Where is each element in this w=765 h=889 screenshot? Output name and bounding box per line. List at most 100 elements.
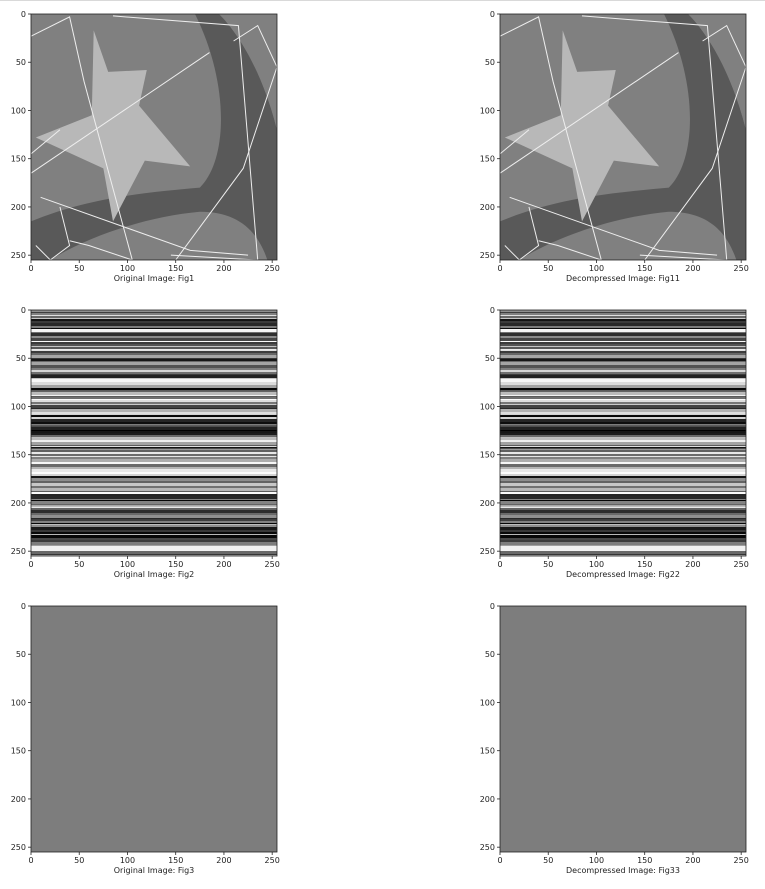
stripe-row-75 (500, 447, 746, 448)
stripe-row-67 (500, 433, 746, 435)
outline-line-2 (40, 196, 249, 256)
stripe-row-106 (500, 507, 746, 508)
stripe-row-11 (500, 329, 746, 332)
stripe-row-29 (31, 362, 277, 365)
stripe-row-83 (31, 459, 277, 462)
stripe-row-72 (31, 442, 277, 445)
stripe-row-47 (500, 399, 746, 400)
stripe-row-102 (500, 501, 746, 504)
subplot-panel-2: 0 50 100 150 200 250050100150200250Decompress… (480, 10, 749, 283)
outline-line-4 (499, 52, 679, 174)
stripe-row-105 (500, 506, 746, 507)
stripe-row-8 (31, 323, 277, 326)
stripe-row-25 (500, 355, 746, 358)
stripe-row-23 (31, 351, 277, 353)
stripe-row-108 (31, 510, 277, 513)
x-tick-label: 250 (265, 264, 280, 273)
stripe-row-95 (500, 488, 746, 491)
stripe-row-113 (31, 521, 277, 523)
x-tick-label: 100 (589, 560, 604, 569)
stripe-row-99 (500, 496, 746, 499)
stripe-row-75 (31, 447, 277, 448)
y-tick-label: 200 (480, 203, 495, 212)
stripe-row-113 (500, 521, 746, 523)
stripe-row-65 (500, 430, 746, 431)
x-tick-label: 150 (168, 856, 183, 865)
stripe-row-53 (500, 409, 746, 412)
stripe-row-79 (500, 452, 746, 454)
stripe-row-97 (31, 492, 277, 494)
stripe-row-77 (31, 449, 277, 450)
stripe-row-24 (500, 353, 746, 355)
x-tick-label: 50 (74, 560, 84, 569)
stripe-row-4 (500, 316, 746, 318)
stripe-row-107 (31, 508, 277, 510)
stripe-row-97 (500, 492, 746, 494)
axes-frame (499, 309, 747, 557)
stripe-row-40 (31, 388, 277, 390)
stripe-row-55 (31, 414, 277, 415)
stripe-row-9 (31, 326, 277, 328)
x-tick-label: 150 (637, 856, 652, 865)
stripe-row-36 (31, 378, 277, 379)
axes-frame (30, 13, 278, 261)
outline-line-1 (112, 15, 259, 261)
stripe-row-45 (500, 396, 746, 397)
stripe-row-121 (500, 535, 746, 538)
stripe-row-117 (500, 527, 746, 530)
dark-blob-shape (500, 14, 746, 260)
stripe-row-68 (31, 435, 277, 437)
stripe-row-41 (31, 390, 277, 391)
y-tick-label: 150 (11, 155, 26, 164)
y-tick-label: 150 (11, 451, 26, 460)
stripe-row-0 (31, 310, 277, 312)
stripe-row-21 (500, 349, 746, 350)
stripe-row-96 (31, 491, 277, 492)
x-tick-label: 50 (74, 264, 84, 273)
stripe-row-50 (500, 404, 746, 405)
y-tick-label: 0 (490, 306, 495, 315)
x-tick-label: 50 (543, 856, 553, 865)
stripe-row-81 (500, 456, 746, 457)
stripe-row-74 (500, 446, 746, 447)
stripe-row-121 (31, 535, 277, 538)
y-tick-label: 50 (16, 58, 26, 67)
y-tick-label: 200 (480, 499, 495, 508)
x-tick-label: 200 (216, 856, 231, 865)
x-tick-label: 100 (589, 264, 604, 273)
stripe-row-52 (500, 408, 746, 409)
stripe-row-111 (31, 518, 277, 519)
stripe-row-119 (31, 532, 277, 534)
y-tick-label: 150 (480, 155, 495, 164)
y-tick-label: 150 (11, 747, 26, 756)
stripe-row-2 (500, 313, 746, 315)
stripe-row-89 (500, 474, 746, 476)
x-tick-label: 50 (74, 856, 84, 865)
stripe-row-6 (31, 319, 277, 321)
stripe-row-93 (31, 483, 277, 486)
stripe-row-82 (31, 457, 277, 459)
stripe-row-88 (500, 472, 746, 474)
stripe-row-116 (500, 525, 746, 527)
stripe-row-30 (500, 365, 746, 368)
stripe-row-125 (500, 545, 746, 546)
stripe-row-38 (31, 382, 277, 385)
stripe-row-26 (500, 358, 746, 359)
stripe-row-22 (500, 350, 746, 351)
stripe-row-115 (31, 524, 277, 525)
x-tick-label: 100 (120, 264, 135, 273)
outline-line-6 (504, 206, 540, 261)
stripe-row-119 (500, 532, 746, 534)
stripe-row-17 (500, 342, 746, 344)
stripe-row-15 (500, 338, 746, 341)
stripe-row-12 (500, 332, 746, 333)
stripe-row-91 (500, 478, 746, 481)
stripe-row-53 (31, 409, 277, 412)
stripe-row-66 (500, 431, 746, 433)
stripe-row-103 (500, 504, 746, 505)
y-tick-label: 50 (16, 354, 26, 363)
stripe-row-107 (500, 508, 746, 510)
x-tick-label: 200 (685, 560, 700, 569)
